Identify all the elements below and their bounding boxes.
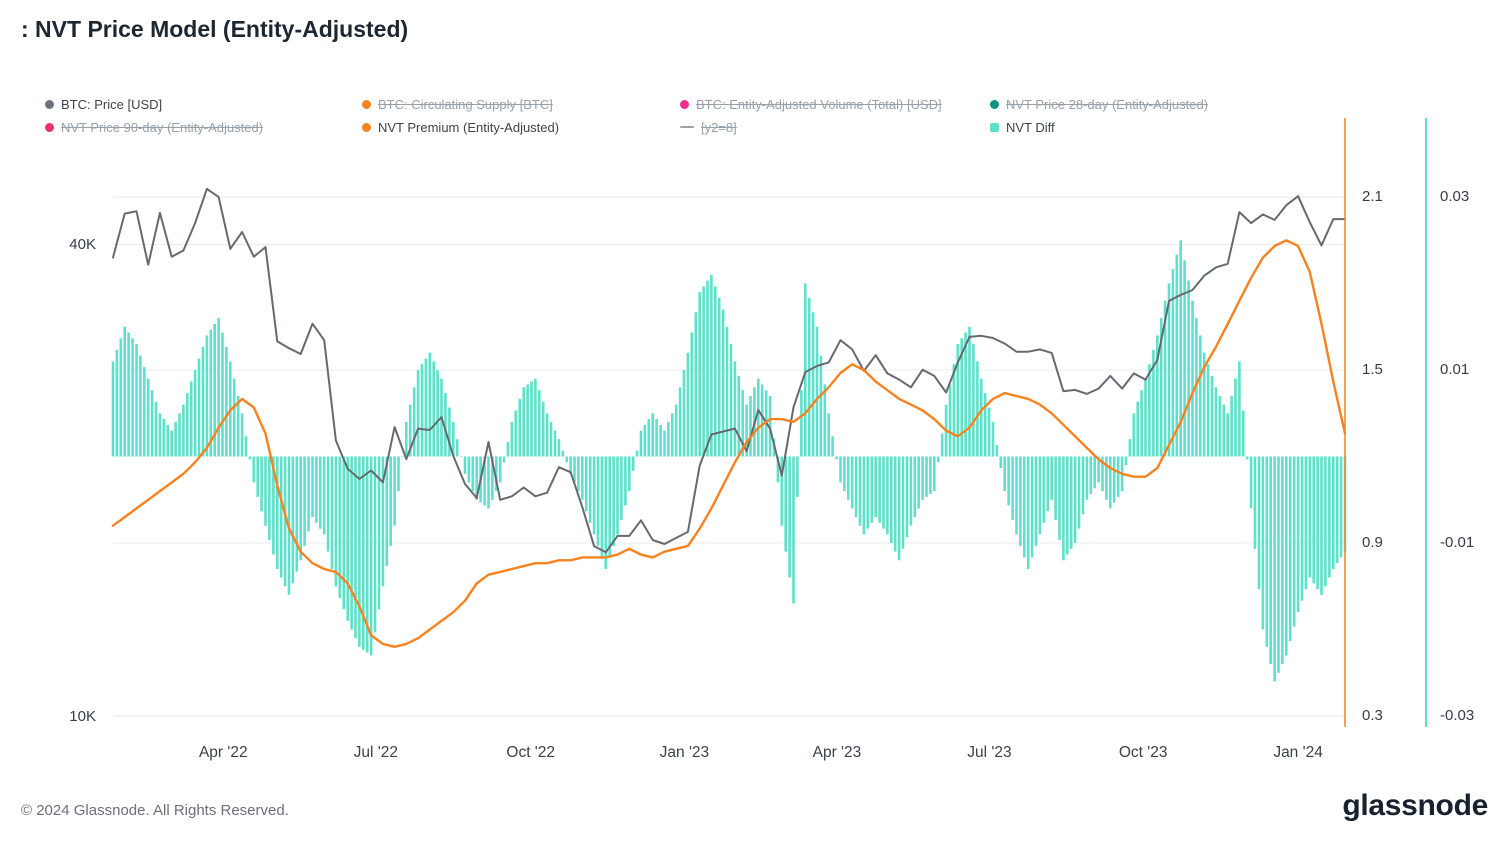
series-dot-icon bbox=[45, 99, 54, 109]
legend-label: NVT Diff bbox=[1006, 119, 1055, 135]
legend-item-btc-price[interactable]: BTC: Price [USD] bbox=[45, 94, 362, 114]
btc-price-line bbox=[112, 187, 1346, 554]
glassnode-logo: glassnode bbox=[1342, 789, 1488, 822]
legend-item-entity-adjusted-volume[interactable]: BTC: Entity-Adjusted Volume (Total) [USD… bbox=[680, 94, 990, 114]
premium-axis-tick: 0.9 bbox=[1362, 534, 1383, 552]
nvt-premium-line bbox=[111, 239, 1347, 648]
x-axis-tick: Jan '23 bbox=[659, 744, 710, 761]
legend-label: BTC: Price [USD] bbox=[61, 96, 163, 112]
legend-label: NVT Premium (Entity-Adjusted) bbox=[378, 119, 560, 135]
series-dot-icon bbox=[362, 122, 371, 132]
legend-item-nvt-premium[interactable]: NVT Premium (Entity-Adjusted) bbox=[362, 117, 680, 137]
chart-legend: BTC: Price [USD] BTC: Circulating Supply… bbox=[45, 94, 1208, 137]
x-axis-tick: Oct '22 bbox=[506, 744, 556, 761]
series-square-icon bbox=[990, 122, 999, 132]
series-dot-icon bbox=[362, 99, 371, 109]
x-axis-tick: Jan '24 bbox=[1273, 744, 1323, 761]
legend-label: NVT Price 28-day (Entity-Adjusted) bbox=[1006, 96, 1209, 112]
premium-axis-tick: 1.5 bbox=[1362, 361, 1383, 379]
premium-axis-tick: 2.1 bbox=[1362, 188, 1383, 206]
nvt-diff-bars bbox=[111, 240, 1347, 682]
diff-axis-tick: -0.03 bbox=[1440, 707, 1475, 724]
series-dot-icon bbox=[45, 122, 54, 132]
series-dot-icon bbox=[990, 99, 999, 109]
legend-item-nvt-price-28d[interactable]: NVT Price 28-day (Entity-Adjusted) bbox=[990, 94, 1208, 114]
x-axis-tick: Jul '22 bbox=[353, 744, 398, 761]
series-dash-icon bbox=[680, 126, 694, 128]
x-axis-tick: Apr '23 bbox=[812, 744, 862, 761]
price-axis-tick: 10K bbox=[69, 707, 96, 725]
legend-item-nvt-diff[interactable]: NVT Diff bbox=[990, 117, 1208, 137]
diff-axis-tick: 0.01 bbox=[1440, 361, 1470, 378]
legend-label: BTC: Circulating Supply [BTC] bbox=[378, 96, 553, 112]
page-title: : NVT Price Model (Entity-Adjusted) bbox=[21, 16, 409, 42]
series-dot-icon bbox=[680, 99, 689, 109]
legend-label: BTC: Entity-Adjusted Volume (Total) [USD… bbox=[696, 96, 942, 112]
legend-item-circulating-supply[interactable]: BTC: Circulating Supply [BTC] bbox=[362, 94, 680, 114]
price-axis-tick: 40K bbox=[69, 235, 96, 253]
legend-item-nvt-price-90d[interactable]: NVT Price 90-day (Entity-Adjusted) bbox=[45, 117, 362, 137]
diff-axis-tick: -0.01 bbox=[1440, 534, 1475, 551]
legend-label: [y2=8] bbox=[701, 119, 737, 135]
copyright-text: © 2024 Glassnode. All Rights Reserved. bbox=[21, 802, 289, 819]
premium-axis-tick: 0.3 bbox=[1362, 707, 1383, 724]
legend-label: NVT Price 90-day (Entity-Adjusted) bbox=[61, 119, 264, 135]
diff-axis-tick: 0.03 bbox=[1440, 188, 1470, 205]
x-axis-tick: Apr '22 bbox=[198, 744, 248, 761]
legend-item-y2[interactable]: [y2=8] bbox=[680, 117, 990, 137]
x-axis-tick: Oct '23 bbox=[1118, 744, 1168, 761]
x-axis-tick: Jul '23 bbox=[967, 744, 1012, 761]
